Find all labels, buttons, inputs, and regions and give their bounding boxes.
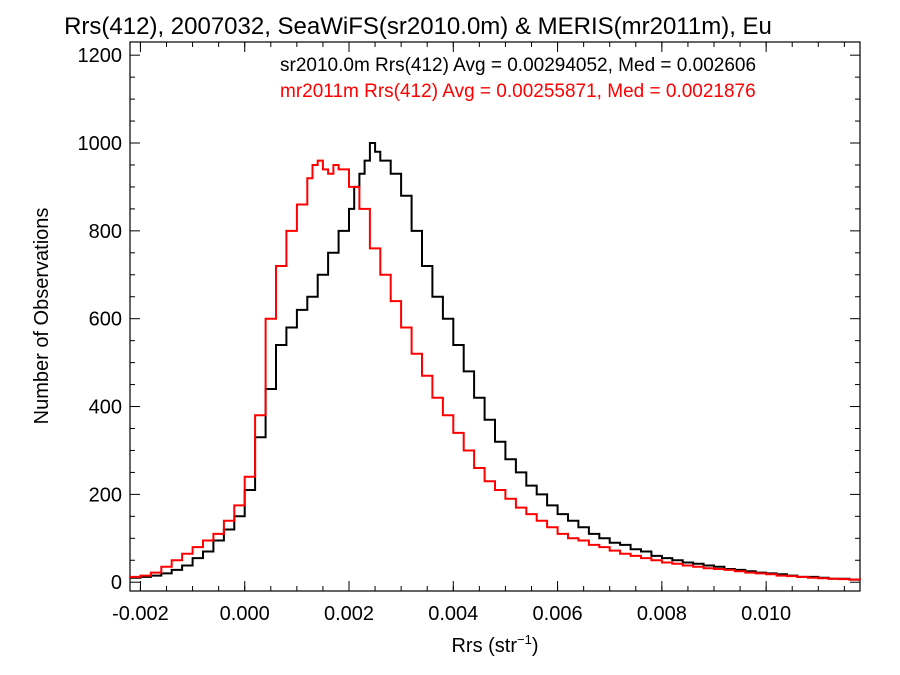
x-axis-label: Rrs (str−1) (451, 632, 538, 657)
histogram-series-1 (130, 159, 861, 581)
axis-ticks (130, 42, 860, 591)
x-tick-label: 0.002 (324, 603, 374, 625)
x-axis-label-sup: −1 (517, 632, 532, 647)
chart-title: Rrs(412), 2007032, SeaWiFS(sr2010.0m) & … (64, 13, 772, 40)
y-tick-label: 0 (111, 572, 122, 594)
x-tick-label: 0.010 (741, 603, 791, 625)
x-tick-label: 0.000 (220, 603, 270, 625)
y-axis-label: Number of Observations (31, 208, 53, 425)
series-layer (130, 142, 861, 581)
y-tick-labels: 0 200 400 600 800 1000 1200 (78, 45, 123, 594)
annotation-red: mr2011m Rrs(412) Avg = 0.00255871, Med =… (280, 81, 756, 102)
x-tick-label: 0.008 (637, 603, 687, 625)
x-axis-label-close: ) (532, 635, 539, 657)
y-tick-label: 400 (89, 397, 122, 419)
x-tick-label: -0.002 (112, 603, 169, 625)
x-axis-label-base: Rrs (str (451, 635, 517, 657)
x-tick-label: 0.004 (428, 603, 478, 625)
y-tick-label: 1200 (78, 45, 123, 67)
annotation-black: sr2010.0m Rrs(412) Avg = 0.00294052, Med… (280, 55, 756, 76)
x-tick-labels: -0.002 0.000 0.002 0.004 0.006 0.008 0.010 (112, 603, 791, 625)
y-tick-label: 1000 (78, 133, 123, 155)
plot-frame (129, 41, 861, 592)
x-tick-label: 0.006 (533, 603, 583, 625)
y-tick-label: 800 (89, 221, 122, 243)
histogram-series-0 (130, 142, 861, 581)
y-tick-label: 200 (89, 484, 122, 506)
y-tick-label: 600 (89, 309, 122, 331)
